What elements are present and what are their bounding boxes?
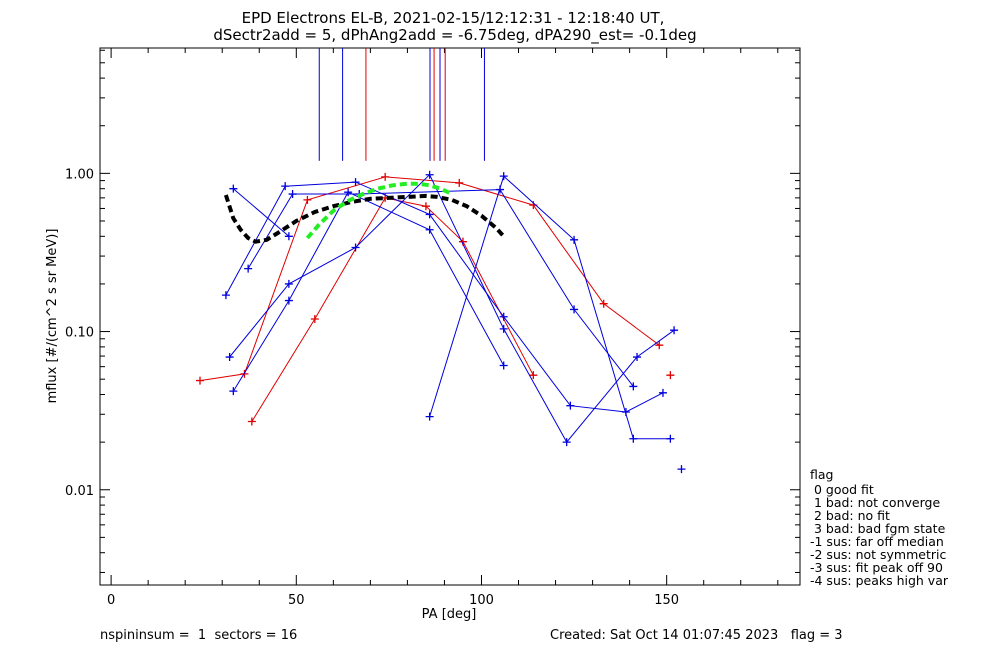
y-axis: 0.01 0.10 1.00 xyxy=(65,49,800,573)
data-point-marker xyxy=(599,299,608,308)
data-point-marker xyxy=(229,387,238,396)
data-point-marker xyxy=(677,465,686,474)
series-line xyxy=(429,175,671,440)
data-point-marker xyxy=(310,315,319,324)
legend-item: -4 sus: peaks high var xyxy=(810,573,949,588)
x-tick-label: 50 xyxy=(288,593,305,608)
data-point-marker xyxy=(670,326,679,335)
footer-left: nspininsum = 1 sectors = 16 xyxy=(100,628,297,643)
chart-title-line2: dSectr2add = 5, dPhAng2add = -6.75deg, d… xyxy=(213,26,696,45)
data-point-marker xyxy=(284,296,293,305)
legend-title: flag xyxy=(810,467,833,482)
data-point-marker xyxy=(229,184,238,193)
x-axis: 0 50 100 150 xyxy=(107,48,779,608)
footer-right: Created: Sat Oct 14 01:07:45 2023 flag =… xyxy=(550,628,843,643)
data-point-marker xyxy=(425,170,434,179)
data-point-marker xyxy=(629,434,638,443)
data-point-marker xyxy=(284,279,293,288)
y-tick-label: 0.10 xyxy=(65,326,94,341)
data-point-marker xyxy=(247,417,256,426)
fit-curves xyxy=(223,181,506,244)
data-point-marker xyxy=(529,371,538,380)
data-point-marker xyxy=(570,305,579,314)
series-line xyxy=(225,181,664,413)
data-point-marker xyxy=(562,438,571,447)
y-tick-label: 0.01 xyxy=(65,484,94,499)
legend-item: -1 sus: far off median xyxy=(810,534,944,549)
series-line xyxy=(199,176,660,382)
data-point-marker xyxy=(225,353,234,362)
data-point-marker xyxy=(666,371,675,380)
data-point-marker xyxy=(196,376,204,385)
vertical-marker-lines xyxy=(318,48,485,161)
data-point-marker xyxy=(284,232,293,241)
series-line xyxy=(247,189,634,387)
data-series xyxy=(196,170,686,474)
data-point-marker xyxy=(425,210,434,219)
data-point-marker xyxy=(570,235,579,244)
legend-item: 2 bad: no fit xyxy=(810,508,890,523)
legend-item: 0 good fit xyxy=(810,482,874,497)
x-tick-label: 100 xyxy=(469,593,494,608)
data-point-marker xyxy=(455,178,464,187)
y-tick-label: 1.00 xyxy=(65,167,94,182)
data-point-marker xyxy=(244,264,253,273)
flag-legend: flag 0 good fit 1 bad: not converge 2 ba… xyxy=(810,467,949,588)
x-tick-label: 150 xyxy=(654,593,679,608)
fit-curve xyxy=(305,181,453,240)
series-line xyxy=(232,188,290,237)
data-point-marker xyxy=(425,225,434,234)
data-point-marker xyxy=(499,361,508,370)
legend-item: -2 sus: not symmetric xyxy=(810,547,946,562)
data-point-marker xyxy=(499,324,508,333)
data-point-marker xyxy=(499,172,508,181)
x-axis-label: PA [deg] xyxy=(422,607,477,622)
data-point-marker xyxy=(351,178,360,187)
x-tick-label: 0 xyxy=(107,593,115,608)
series-line xyxy=(229,173,675,443)
data-point-marker xyxy=(666,434,675,443)
data-point-marker xyxy=(425,412,434,421)
data-point-marker xyxy=(421,202,430,211)
data-point-marker xyxy=(303,195,312,204)
chart-title-line1: EPD Electrons EL-B, 2021-02-15/12:12:31 … xyxy=(242,9,665,27)
series-line xyxy=(251,197,534,422)
data-point-marker xyxy=(288,190,297,199)
data-point-marker xyxy=(351,243,360,252)
legend-item: 1 bad: not converge xyxy=(810,495,940,510)
data-point-marker xyxy=(344,188,353,197)
data-point-marker xyxy=(655,341,664,350)
data-point-marker xyxy=(658,388,667,397)
data-point-marker xyxy=(381,172,390,181)
data-point-marker xyxy=(566,401,575,410)
data-point-marker xyxy=(281,182,290,191)
legend-item: 3 bad: bad fgm state xyxy=(810,521,946,536)
legend-item: -3 sus: fit peak off 90 xyxy=(810,560,943,575)
data-point-marker xyxy=(499,312,508,321)
data-point-marker xyxy=(221,291,230,300)
plot-frame xyxy=(99,47,801,586)
data-point-marker xyxy=(633,353,642,362)
data-point-marker xyxy=(629,382,638,391)
y-axis-label: mflux [#/(cm^2 s sr MeV)] xyxy=(45,229,60,404)
